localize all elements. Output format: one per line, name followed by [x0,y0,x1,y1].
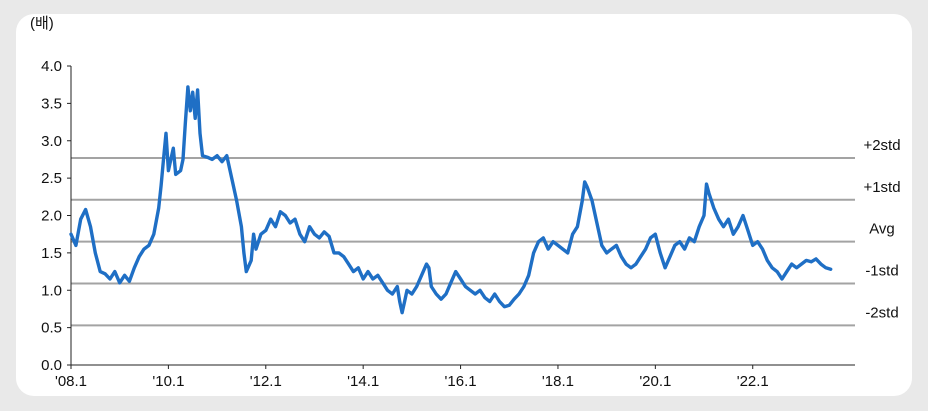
x-tick-label: '20.1 [639,373,671,390]
x-tick-label: '12.1 [250,373,282,390]
x-tick-label: '16.1 [445,373,477,390]
reference-line-labels: +2std +1std Avg -1std -2std [863,137,900,321]
reference-line-label: -2std [865,304,898,321]
reference-line-label: -1std [865,263,898,280]
reference-line-label: Avg [869,221,895,238]
y-tick-label: 0.0 [41,357,62,374]
x-tick-label: '10.1 [152,373,184,390]
y-tick-label: 1.0 [41,282,62,299]
y-tick-label: 3.5 [41,95,62,112]
y-tick-label: 1.5 [41,245,62,262]
y-tick-label: 2.5 [41,170,62,187]
x-tick-label: '14.1 [347,373,379,390]
y-tick-label: 2.0 [41,208,62,225]
y-tick-label: 4.0 [41,58,62,75]
series-line [69,85,833,315]
y-tick-labels: 0.0 0.5 1.0 1.5 2.0 2.5 3.0 3.5 4.0 [41,58,62,374]
reference-lines [71,156,855,327]
x-tick-label: '08.1 [55,373,87,390]
reference-line-label: +1std [863,179,900,196]
unit-label: (배) [30,15,54,32]
x-tick-label: '18.1 [542,373,574,390]
reference-line-label: +2std [863,137,900,154]
axes [67,65,855,369]
series-group [69,85,833,315]
x-tick-label: '22.1 [737,373,769,390]
y-tick-label: 3.0 [41,133,62,150]
x-tick-labels: '08.1 '10.1 '12.1 '14.1 '16.1 '18.1 '20.1 '22.1 [55,373,769,390]
chart-card [16,14,912,396]
y-tick-label: 0.5 [41,320,62,337]
